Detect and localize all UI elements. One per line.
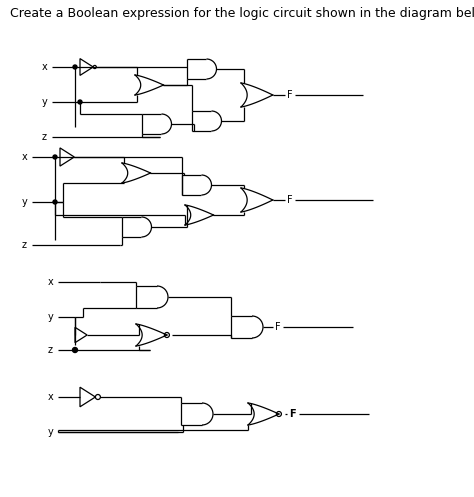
Text: z: z	[48, 345, 53, 355]
Text: F: F	[289, 409, 295, 419]
Text: y: y	[48, 427, 54, 437]
Text: x: x	[22, 152, 28, 162]
Text: x: x	[42, 62, 48, 72]
Text: y: y	[48, 312, 54, 322]
Text: F: F	[287, 90, 292, 100]
Text: z: z	[42, 132, 47, 142]
Circle shape	[78, 100, 82, 104]
Text: x: x	[48, 392, 54, 402]
Text: z: z	[22, 240, 27, 250]
Text: F: F	[275, 322, 281, 332]
Circle shape	[53, 200, 57, 204]
Circle shape	[73, 347, 78, 352]
Circle shape	[73, 65, 77, 69]
Text: y: y	[22, 197, 28, 207]
Text: F: F	[287, 195, 292, 205]
Text: x: x	[48, 277, 54, 287]
Circle shape	[53, 155, 57, 159]
Text: y: y	[42, 97, 48, 107]
Text: Create a Boolean expression for the logic circuit shown in the diagram below?: Create a Boolean expression for the logi…	[10, 7, 474, 20]
